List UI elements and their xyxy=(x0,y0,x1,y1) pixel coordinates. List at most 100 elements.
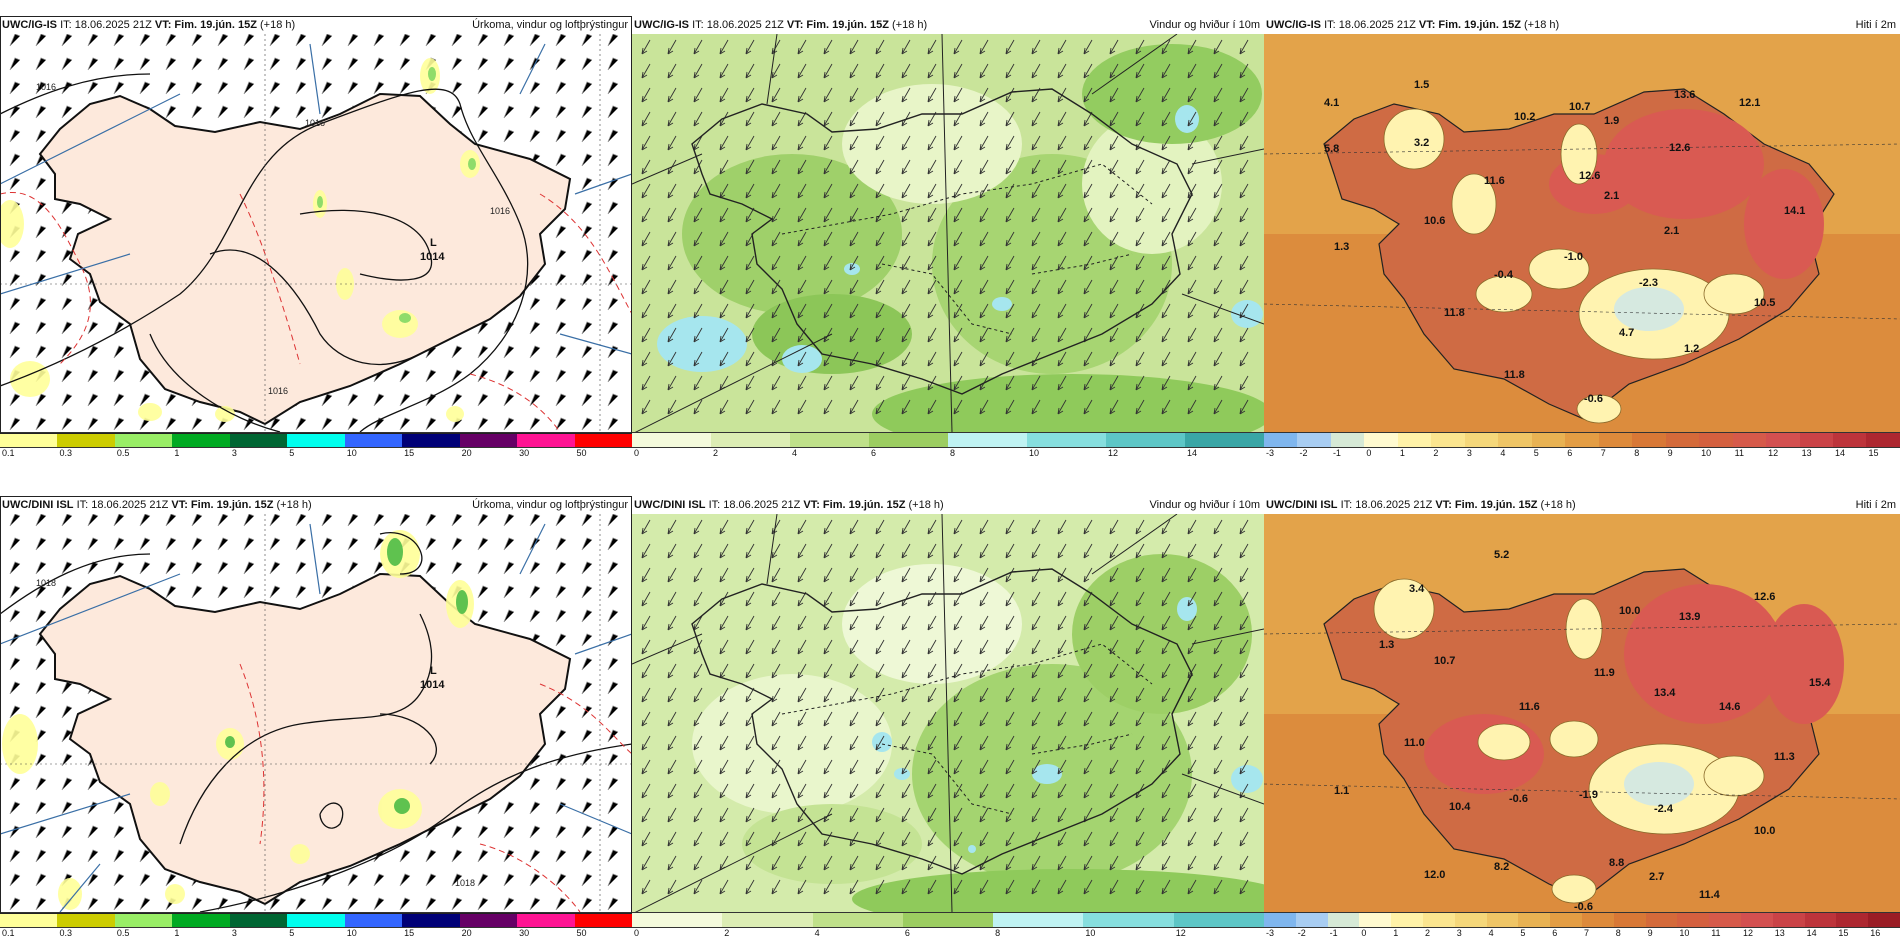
wind-arrow xyxy=(1187,711,1197,727)
wind-arrow xyxy=(927,639,937,655)
wind-arrow xyxy=(901,399,911,415)
precip-colorbar-ticks: 0.1 0.3 0.5 1 3 5 10 15 20 30 50 xyxy=(0,448,632,460)
wind-arrow xyxy=(953,711,963,727)
wind-arrow xyxy=(1135,855,1145,871)
wind-arrow xyxy=(1213,399,1223,415)
wind-arrow xyxy=(693,543,703,559)
wind-barb xyxy=(503,81,515,95)
wind-arrow xyxy=(719,687,729,703)
wind-arrow xyxy=(1135,255,1145,271)
wind-arrow xyxy=(719,159,729,175)
wind-barb xyxy=(425,369,437,383)
wind-arrow xyxy=(693,783,703,799)
wind-barb xyxy=(607,561,619,575)
wind-barb xyxy=(35,57,47,71)
wind-arrow xyxy=(901,231,911,247)
wind-arrow xyxy=(693,759,703,775)
wind-arrow xyxy=(1005,783,1015,799)
wind-arrow xyxy=(1005,279,1015,295)
wind-arrow xyxy=(641,351,651,367)
temperature-value: 14.6 xyxy=(1719,701,1740,713)
wind-arrow xyxy=(719,399,729,415)
wind-arrow xyxy=(979,63,989,79)
wind-barb xyxy=(9,129,21,143)
wind-barb xyxy=(425,849,437,863)
wind-barb xyxy=(555,897,567,911)
wind-arrow xyxy=(745,279,755,295)
wind-arrow xyxy=(1239,135,1249,151)
wind-arrow xyxy=(1187,879,1197,895)
wind-barb xyxy=(35,297,47,311)
wind-panel-top: UWC/IG-IS IT: 18.06.2025 21Z VT: Fim. 19… xyxy=(632,16,1264,462)
colorbar-tick-label: 3 xyxy=(1456,928,1462,938)
wind-barb xyxy=(113,321,125,335)
wind-arrow xyxy=(849,207,859,223)
wind-arrow xyxy=(1057,831,1067,847)
wind-barb xyxy=(373,873,385,887)
wind-barb xyxy=(35,777,47,791)
colorbar-tick-label: 4 xyxy=(1500,448,1506,458)
wind-arrow xyxy=(797,639,807,655)
wind-arrow xyxy=(849,255,859,271)
wind-arrow xyxy=(693,111,703,127)
wind-arrow xyxy=(901,135,911,151)
wind-barb xyxy=(529,514,541,527)
isobars xyxy=(0,73,529,432)
panel-header: UWC/DINI ISL IT: 18.06.2025 21Z VT: Fim.… xyxy=(1264,496,1900,514)
wind-arrow xyxy=(771,303,781,319)
wind-arrow xyxy=(1161,231,1171,247)
colorbar-swatch xyxy=(1699,433,1733,447)
wind-arrow xyxy=(797,135,807,151)
wind-barb xyxy=(581,417,593,431)
wind-barb xyxy=(113,369,125,383)
wind-barb xyxy=(555,537,567,551)
wind-barb xyxy=(451,81,463,95)
wind-arrow xyxy=(1057,231,1067,247)
wind-arrow xyxy=(1161,855,1171,871)
wind-barb xyxy=(9,321,21,335)
wind-arrow xyxy=(745,543,755,559)
isobar-label: 1018 xyxy=(36,578,56,588)
wind-arrow xyxy=(667,399,677,415)
colorbar-tick-label: 2 xyxy=(1433,448,1439,458)
wind-barb xyxy=(607,801,619,815)
wind-arrow xyxy=(693,879,703,895)
wind-arrow xyxy=(1213,255,1223,271)
wind-barb xyxy=(503,537,515,551)
colorbar-swatch xyxy=(1677,913,1710,927)
wind-arrow xyxy=(901,327,911,343)
wind-arrow xyxy=(745,879,755,895)
wind-arrow xyxy=(719,255,729,271)
wind-arrow xyxy=(1187,303,1197,319)
wind-arrow xyxy=(1161,783,1171,799)
wind-arrow xyxy=(719,207,729,223)
wind-arrows xyxy=(641,39,1249,415)
wind-barb xyxy=(555,393,567,407)
wind-arrow xyxy=(1109,183,1119,199)
wind-arrow xyxy=(1187,567,1197,583)
wind-arrow xyxy=(875,783,885,799)
wind-arrow xyxy=(1031,159,1041,175)
temperature-value: -0.6 xyxy=(1584,393,1603,405)
colorbar-tick-label: 15 xyxy=(1838,928,1849,938)
colorbar-swatch xyxy=(0,913,58,927)
wind-arrow xyxy=(1109,159,1119,175)
wind-arrow xyxy=(693,255,703,271)
wind-arrow xyxy=(1083,231,1093,247)
colorbar-tick-label: 30 xyxy=(519,928,530,938)
wind-arrow xyxy=(1213,735,1223,751)
wind-arrow xyxy=(849,567,859,583)
wind-arrow xyxy=(1083,519,1093,535)
wind-arrow xyxy=(979,879,989,895)
colorbar-tick-label: 13 xyxy=(1774,928,1785,938)
wind-arrow xyxy=(1161,687,1171,703)
wind-arrow xyxy=(953,279,963,295)
wind-arrow xyxy=(1135,567,1145,583)
wind-arrow xyxy=(823,807,833,823)
iceland-outline xyxy=(691,88,1193,395)
wind-barb xyxy=(139,34,151,47)
wind-barb xyxy=(581,129,593,143)
wind-arrow xyxy=(1083,543,1093,559)
wind-arrow xyxy=(1083,159,1093,175)
wind-arrow xyxy=(1109,39,1119,55)
